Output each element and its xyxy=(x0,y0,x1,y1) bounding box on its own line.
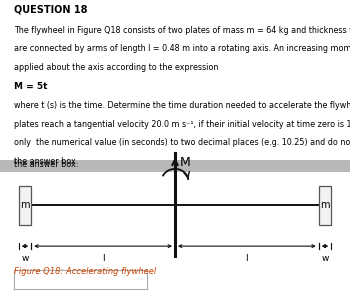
Text: w: w xyxy=(21,254,29,263)
Bar xyxy=(319,186,331,225)
Text: l: l xyxy=(102,254,104,263)
Bar xyxy=(19,186,31,225)
Text: M: M xyxy=(180,156,191,169)
Text: w: w xyxy=(321,254,329,263)
Text: Figure Q18: Accelerating flywheel: Figure Q18: Accelerating flywheel xyxy=(14,267,156,276)
Text: only  the numerical value (in seconds) to two decimal places (e.g. 10.25) and do: only the numerical value (in seconds) to… xyxy=(14,138,350,147)
Text: The flywheel in Figure Q18 consists of two plates of mass m = 64 kg and thicknes: The flywheel in Figure Q18 consists of t… xyxy=(14,26,350,34)
Text: the answer box.: the answer box. xyxy=(14,160,78,169)
Text: m: m xyxy=(20,200,30,211)
Text: where t (s) is the time. Determine the time duration needed to accelerate the fl: where t (s) is the time. Determine the t… xyxy=(14,101,350,110)
Text: the answer box.: the answer box. xyxy=(14,157,78,166)
Text: M = 5t: M = 5t xyxy=(14,82,48,91)
Text: applied about the axis according to the expression: applied about the axis according to the … xyxy=(14,63,218,72)
Text: are connected by arms of length l = 0.48 m into a rotating axis. An increasing m: are connected by arms of length l = 0.48… xyxy=(14,44,350,53)
Text: QUESTION 18: QUESTION 18 xyxy=(14,5,88,15)
Bar xyxy=(0,160,350,172)
Text: m: m xyxy=(320,200,330,211)
Text: l: l xyxy=(246,254,248,263)
Text: plates reach a tangential velocity 20.0 m s⁻¹, if their initial velocity at time: plates reach a tangential velocity 20.0 … xyxy=(14,120,350,128)
